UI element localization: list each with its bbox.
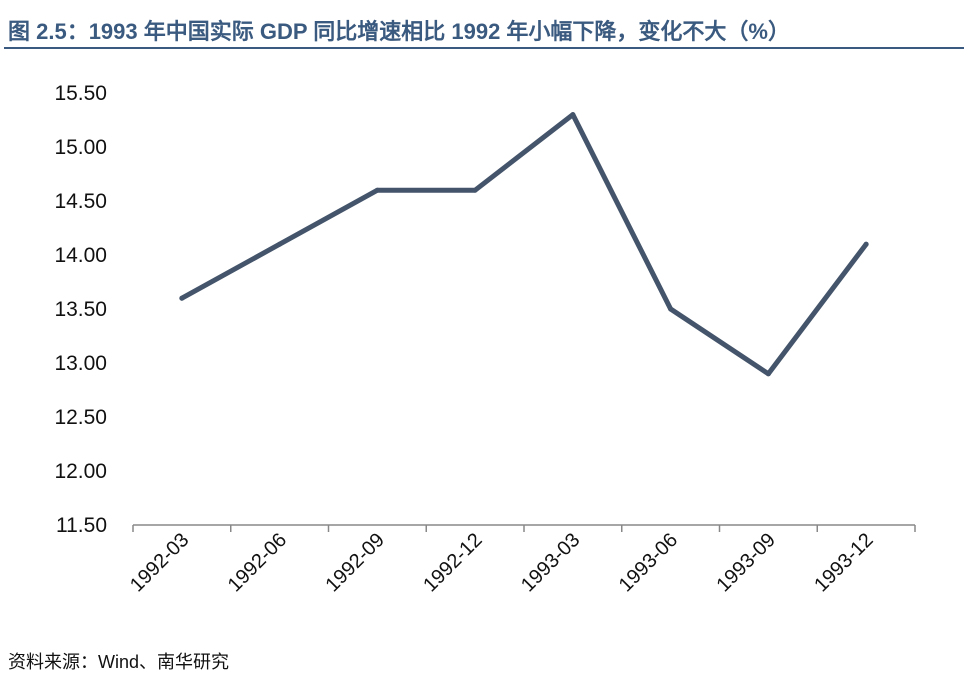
chart-title: 图 2.5：1993 年中国实际 GDP 同比增速相比 1992 年小幅下降，变… <box>8 19 790 44</box>
x-tick-label: 1993-09 <box>712 529 779 596</box>
data-point <box>765 371 771 377</box>
y-tick-label: 15.00 <box>54 136 107 159</box>
data-point <box>277 241 283 247</box>
data-point <box>374 187 380 193</box>
y-tick-label: 14.00 <box>54 244 107 267</box>
data-point <box>668 306 674 312</box>
x-tick-label: 1992-06 <box>224 529 291 596</box>
x-tick-label: 1992-03 <box>126 529 193 596</box>
data-point <box>179 295 185 301</box>
line-chart: 15.50 15.00 14.50 14.00 13.50 13.00 12.50 12.00… <box>54 82 916 596</box>
y-axis: 15.50 15.00 14.50 14.00 13.50 13.00 12.50 12.00… <box>54 82 107 537</box>
y-tick-label: 12.50 <box>54 406 107 429</box>
y-tick-label: 15.50 <box>54 82 107 105</box>
data-point <box>472 187 478 193</box>
x-tick-label: 1993-12 <box>810 529 877 596</box>
x-tick-label: 1992-09 <box>321 529 388 596</box>
source-note: 资料来源：Wind、南华研究 <box>8 652 230 672</box>
y-tick-label: 13.00 <box>54 352 107 375</box>
y-tick-label: 12.00 <box>54 460 107 483</box>
y-tick-label: 11.50 <box>56 514 107 537</box>
data-point <box>570 112 576 118</box>
data-point <box>863 241 869 247</box>
series-layer <box>179 112 869 377</box>
x-tick-label: 1992-12 <box>419 529 486 596</box>
x-tick-label: 1993-03 <box>517 529 584 596</box>
y-tick-label: 13.50 <box>54 298 107 321</box>
x-tick-label: 1993-06 <box>615 529 682 596</box>
x-axis: 1992-03 1992-06 1992-09 1992-12 1993-03 1993-… <box>126 524 916 596</box>
title-divider <box>4 47 964 49</box>
series-line <box>179 112 869 377</box>
y-tick-label: 14.50 <box>54 190 107 213</box>
